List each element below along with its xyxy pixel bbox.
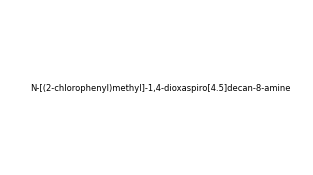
Text: N-[(2-chlorophenyl)methyl]-1,4-dioxaspiro[4.5]decan-8-amine: N-[(2-chlorophenyl)methyl]-1,4-dioxaspir…	[30, 84, 290, 93]
